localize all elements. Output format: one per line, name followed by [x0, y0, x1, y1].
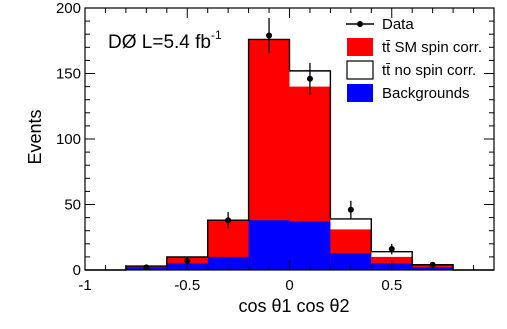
x-tick-label: -0.5 — [174, 277, 200, 294]
data-point — [266, 32, 273, 39]
y-tick-label: 0 — [73, 262, 81, 279]
x-tick-label: 0 — [285, 277, 293, 294]
x-tick-labels: -1 -0.5 0 0.5 — [78, 277, 402, 294]
bar-backgrounds — [289, 221, 331, 270]
bar-backgrounds — [330, 252, 372, 270]
x-tick-label: -1 — [78, 277, 91, 294]
data-point — [225, 217, 232, 224]
legend-item: Data — [346, 16, 414, 33]
legend: Data tt̄ SM spin corr. tt̄ no spin corr. Ba… — [346, 16, 482, 102]
x-tick-label: 0.5 — [381, 277, 402, 294]
legend-item: Backgrounds — [347, 84, 470, 102]
legend-label: tt̄ SM spin corr. — [382, 39, 482, 56]
legend-data-marker — [357, 21, 363, 27]
y-tick-label: 50 — [64, 197, 81, 214]
data-point — [306, 75, 313, 82]
data-point — [347, 206, 354, 213]
x-axis-label: cos θ1 cos θ2 — [238, 296, 349, 316]
chart-title-superscript: -1 — [211, 28, 222, 42]
legend-swatch — [347, 38, 373, 56]
data-point — [429, 261, 436, 268]
legend-label: tt̄ no spin corr. — [382, 62, 476, 79]
histogram-bars — [125, 39, 454, 270]
chart-title-main: DØ L=5.4 fb — [108, 32, 211, 53]
y-tick-label: 200 — [56, 0, 81, 17]
legend-item: tt̄ no spin corr. — [346, 60, 476, 80]
legend-label: Backgrounds — [382, 85, 470, 102]
legend-item: tt̄ SM spin corr. — [347, 38, 482, 56]
y-tick-label: 100 — [56, 131, 81, 148]
y-tick-labels: 0 50 100 150 200 — [56, 0, 81, 279]
y-tick-label: 150 — [56, 66, 81, 83]
y-axis-label: Events — [25, 109, 45, 164]
data-point — [388, 246, 395, 253]
no-spin-corr-outline — [85, 38, 494, 271]
legend-swatch — [346, 60, 374, 80]
legend-swatch — [347, 84, 373, 102]
outline-no-spin-corr — [85, 38, 494, 271]
chart-title: DØ L=5.4 fb-1 — [108, 28, 222, 53]
bar-backgrounds — [248, 220, 290, 270]
axis-ticks — [84, 7, 495, 271]
bar-backgrounds — [207, 256, 249, 270]
legend-label: Data — [382, 16, 414, 33]
